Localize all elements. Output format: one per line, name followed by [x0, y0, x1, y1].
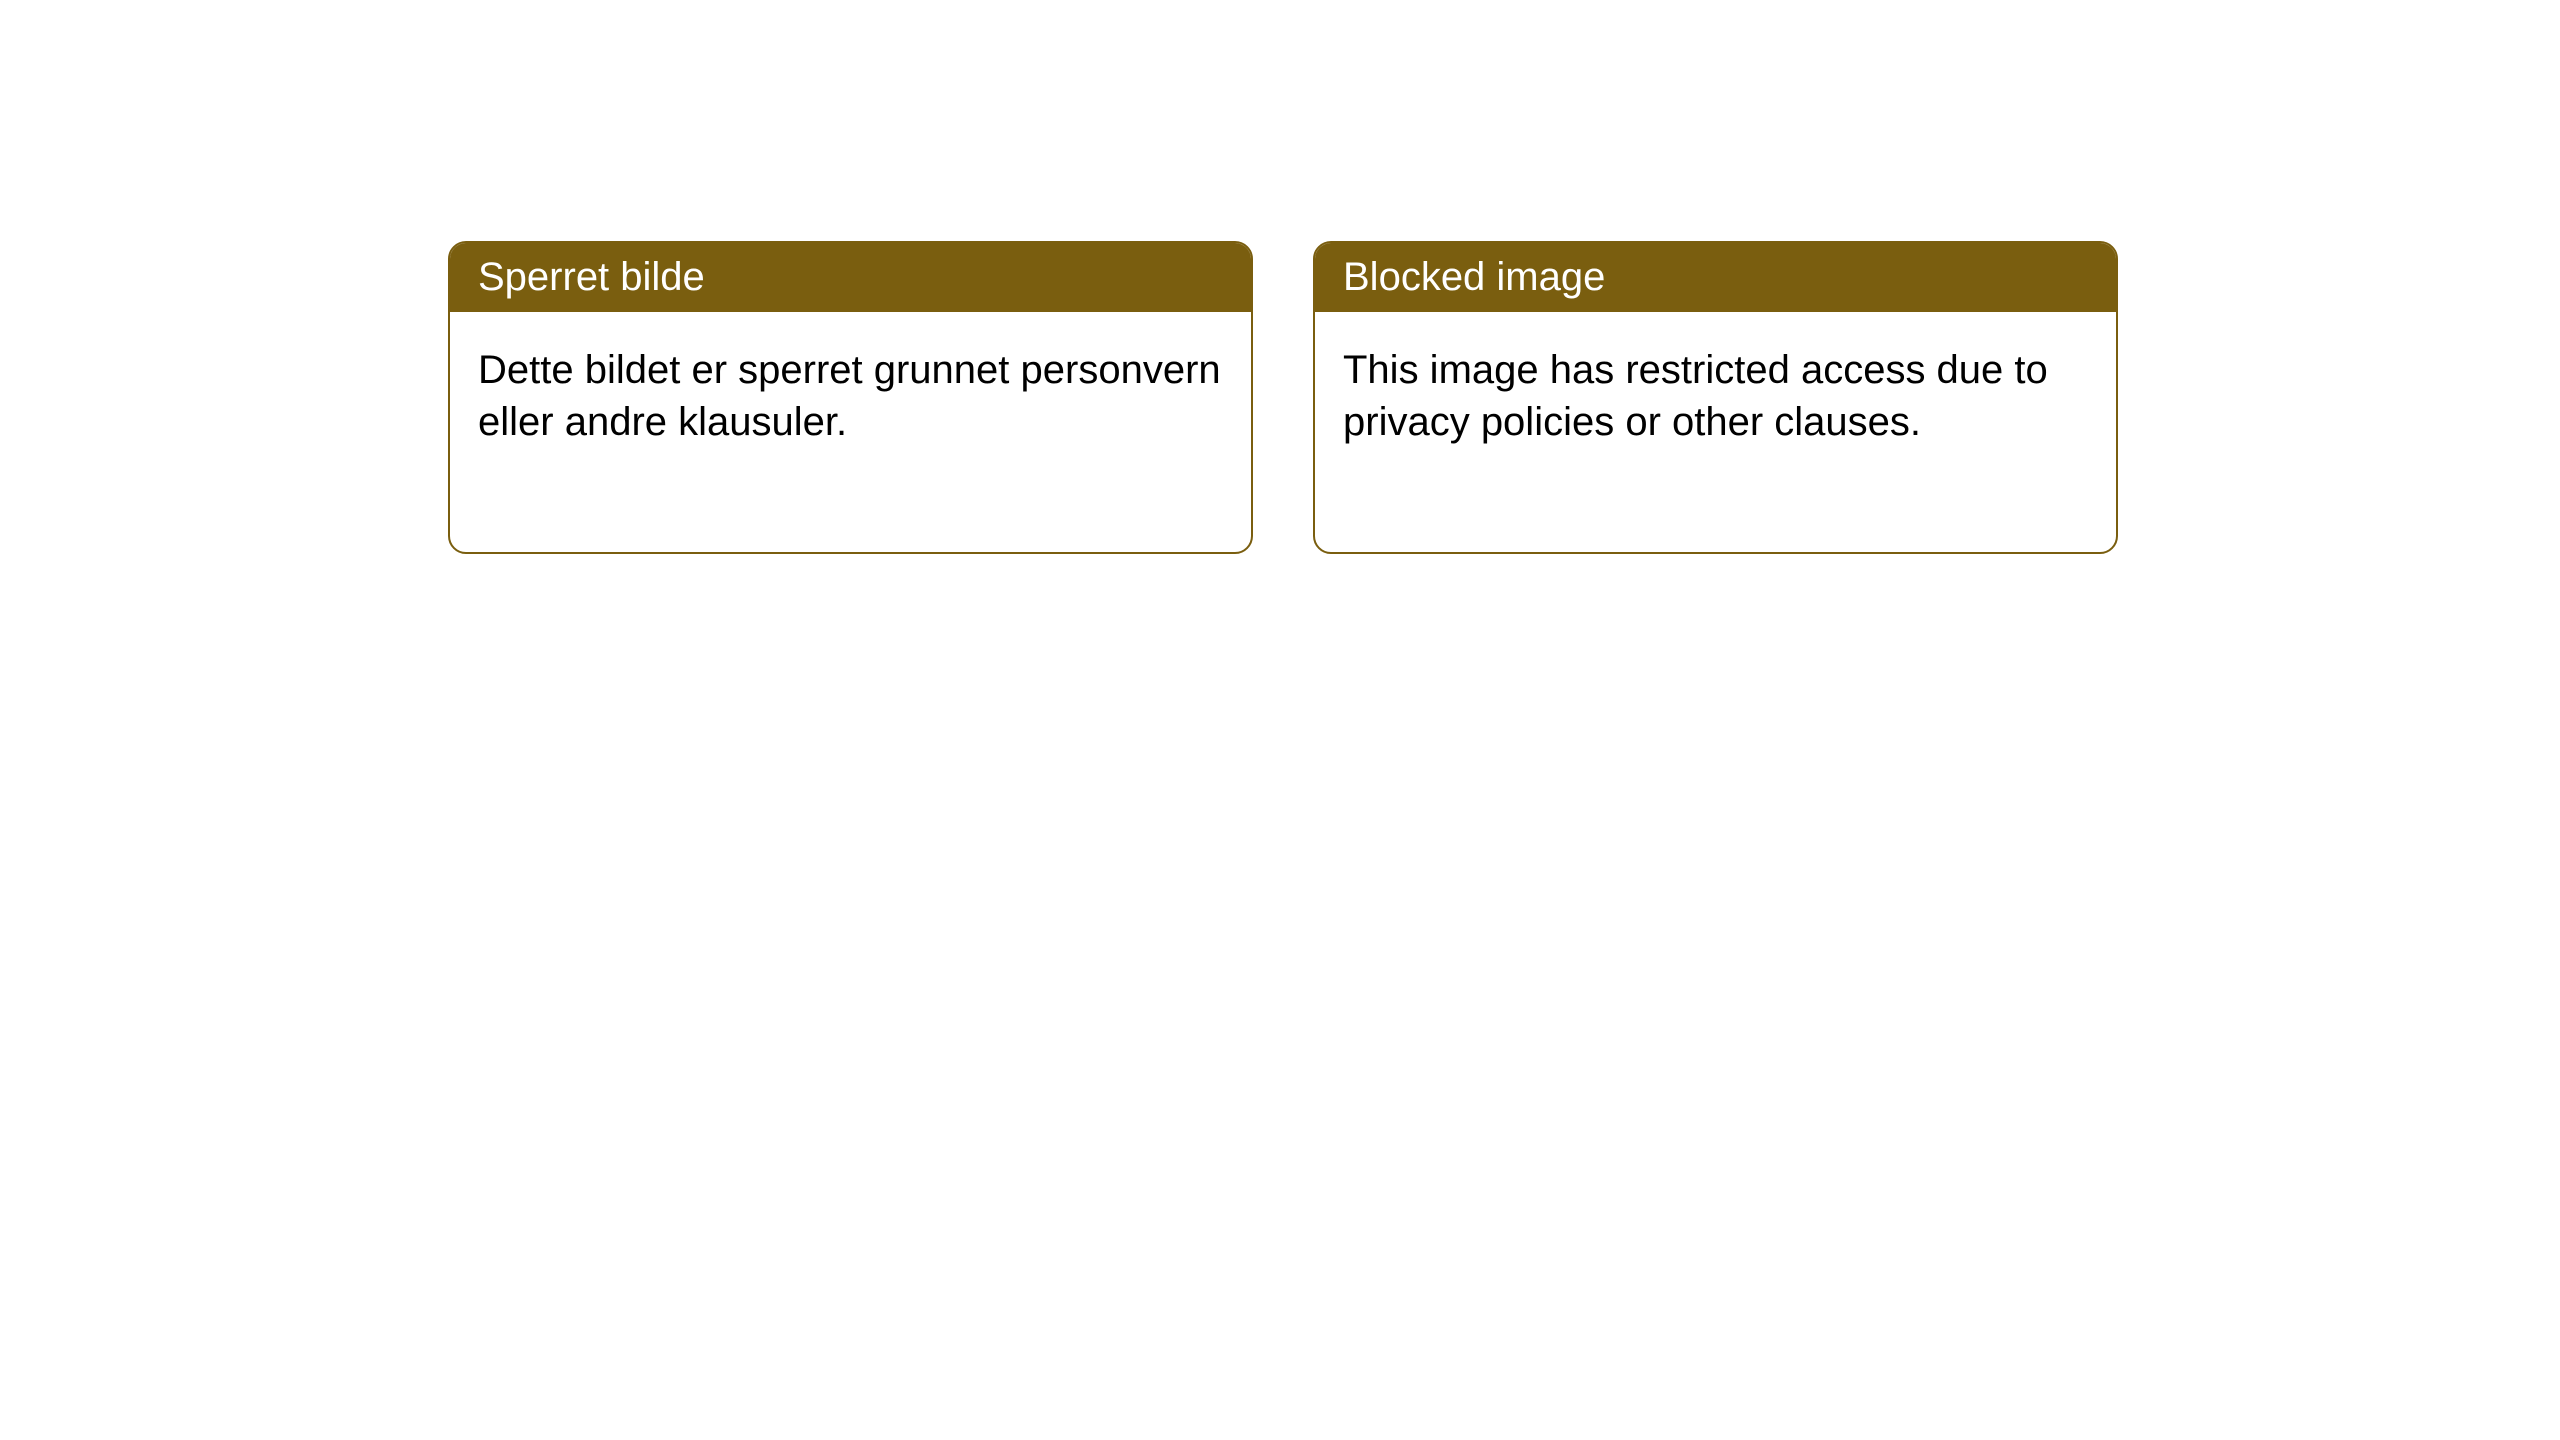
notice-title-norwegian: Sperret bilde [478, 255, 705, 299]
notice-header-english: Blocked image [1315, 243, 2116, 312]
notice-text-norwegian: Dette bildet er sperret grunnet personve… [478, 348, 1221, 444]
notice-card-english: Blocked image This image has restricted … [1313, 241, 2118, 554]
notice-header-norwegian: Sperret bilde [450, 243, 1251, 312]
notice-title-english: Blocked image [1343, 255, 1605, 299]
notice-text-english: This image has restricted access due to … [1343, 348, 2048, 444]
notice-card-norwegian: Sperret bilde Dette bildet er sperret gr… [448, 241, 1253, 554]
notice-body-norwegian: Dette bildet er sperret grunnet personve… [450, 312, 1251, 552]
notice-container: Sperret bilde Dette bildet er sperret gr… [448, 241, 2118, 554]
notice-body-english: This image has restricted access due to … [1315, 312, 2116, 552]
